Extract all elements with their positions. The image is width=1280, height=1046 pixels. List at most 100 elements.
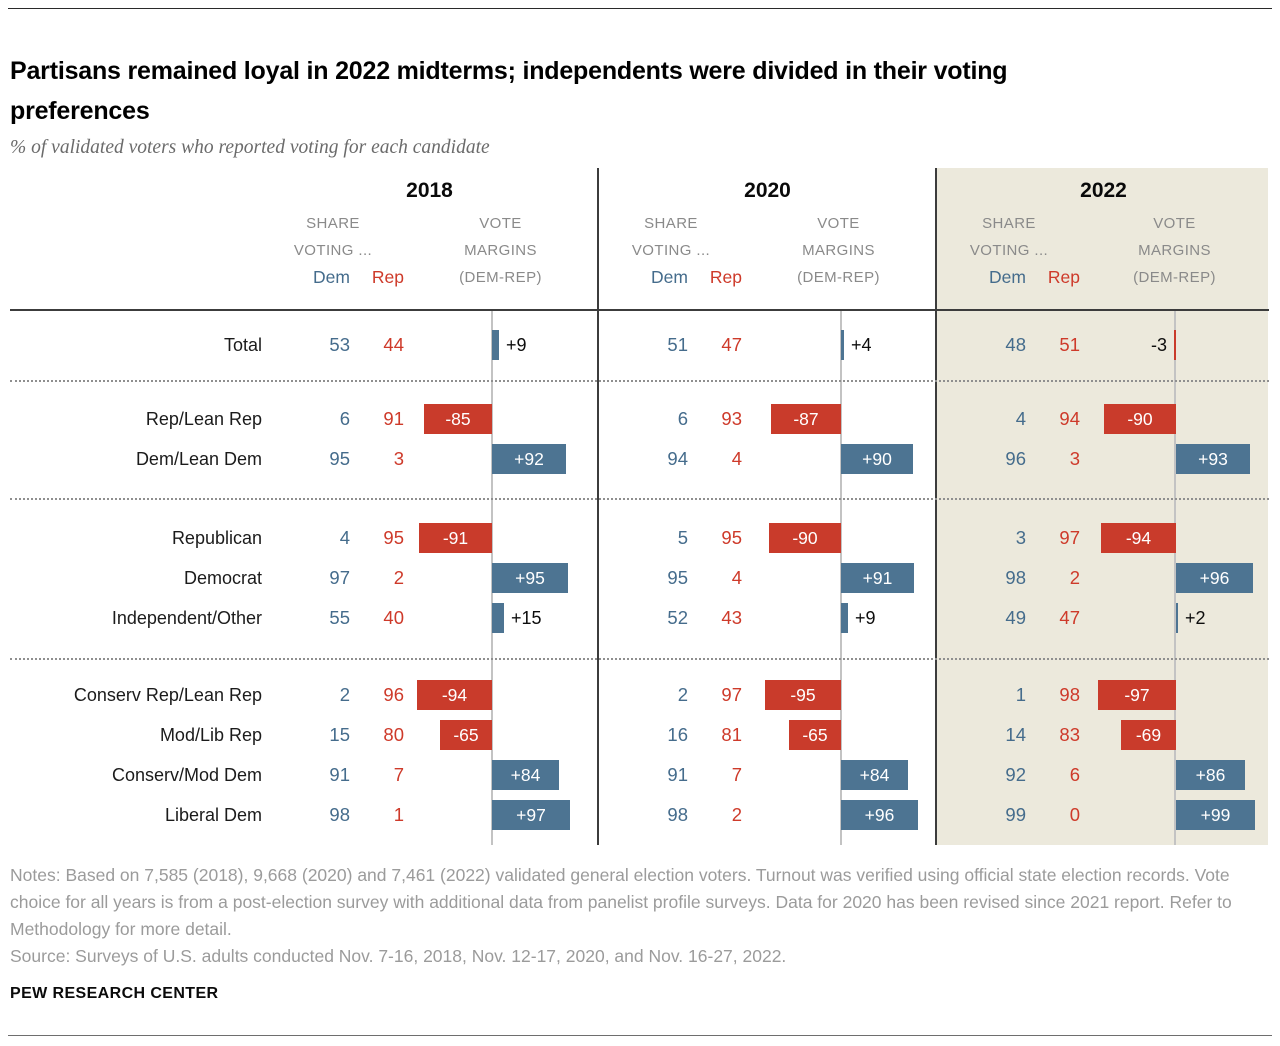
year-section-cells: 99 0 +99	[938, 795, 1269, 835]
year-section-cells: 6 91 -85	[262, 399, 597, 439]
share-line: VOTING ...	[969, 242, 1049, 259]
margin-value: -65	[453, 725, 479, 745]
margin-cell: -94	[404, 675, 597, 715]
row-label: Democrat	[183, 568, 262, 588]
margin-cell: +99	[1080, 795, 1269, 835]
margin-bar: -94	[1101, 523, 1176, 553]
vote-margins-header: VOTE MARGINS (DEM-REP)	[404, 210, 597, 291]
dem-share-value: 2	[339, 684, 350, 705]
year-section-cells: 96 3 +93	[938, 439, 1269, 479]
year-section-cells: 97 2 +95	[262, 558, 597, 598]
year-section-cells: 1 98 -97	[938, 675, 1269, 715]
margin-value: +2	[1185, 608, 1206, 628]
header-rule	[10, 309, 1269, 311]
rep-share-value: 97	[721, 684, 742, 705]
vote-line: VOTE	[1153, 215, 1196, 232]
year-section-cells: 14 83 -69	[938, 715, 1269, 755]
year-section-cells: 5 95 -90	[600, 518, 935, 558]
rep-share-value: 95	[721, 527, 742, 548]
rep-share-value: 44	[383, 334, 404, 355]
year-divider-1	[597, 168, 599, 845]
year-section-cells: 16 81 -65	[600, 715, 935, 755]
rep-share-value: 4	[731, 567, 742, 588]
margin-cell: -91	[404, 518, 597, 558]
margin-cell: +84	[742, 755, 935, 795]
vote-line: (DEM-REP)	[1133, 269, 1216, 286]
margin-value: -65	[802, 725, 828, 745]
year-label: 2020	[744, 179, 791, 202]
margin-cell: +84	[404, 755, 597, 795]
margin-value: +92	[514, 449, 544, 469]
rep-share-value: 51	[1059, 334, 1080, 355]
margin-bar	[1176, 603, 1178, 633]
margin-cell: +97	[404, 795, 597, 835]
table-row: Liberal Dem 98 1 +97 98 2 +96 99 0 +99	[10, 795, 1269, 835]
dem-share-value: 97	[329, 567, 350, 588]
margin-bar: +97	[492, 800, 570, 830]
vote-margins-header: VOTE MARGINS (DEM-REP)	[742, 210, 935, 291]
rep-share-value: 3	[1069, 448, 1080, 469]
year-label: 2018	[406, 179, 453, 202]
margin-value: +86	[1195, 765, 1226, 785]
margin-cell: +96	[1080, 558, 1269, 598]
margin-bar: +90	[841, 444, 913, 474]
margin-value: +97	[516, 805, 546, 825]
margin-bar: +86	[1176, 760, 1245, 790]
vote-line: (DEM-REP)	[797, 269, 880, 286]
margin-value: -97	[1124, 685, 1150, 705]
margin-value: -69	[1135, 725, 1162, 745]
margin-value: +4	[851, 335, 872, 355]
vote-line: VOTE	[817, 215, 860, 232]
rep-share-value: 95	[383, 527, 404, 548]
year-section-cells: 6 93 -87	[600, 399, 935, 439]
dem-share-value: 15	[329, 724, 350, 745]
table-row: Conserv Rep/Lean Rep 2 96 -94 2 97 -95 1…	[10, 675, 1269, 715]
year-header-2018: 2018 SHARE VOTING ... Dem Rep VOTE MARGI…	[262, 168, 597, 310]
dem-share-value: 98	[329, 804, 350, 825]
year-header-2020: 2020 SHARE VOTING ... Dem Rep VOTE MARGI…	[600, 168, 935, 310]
margin-cell: -94	[1080, 518, 1269, 558]
margin-value: +93	[1198, 449, 1228, 469]
year-section-cells: 3 97 -94	[938, 518, 1269, 558]
page-subtitle: % of validated voters who reported votin…	[10, 136, 490, 158]
year-divider-2	[935, 168, 937, 845]
margin-bar: +93	[1176, 444, 1250, 474]
margin-cell: -3	[1080, 325, 1269, 365]
page-title: Partisans remained loyal in 2022 midterm…	[10, 56, 1008, 125]
margin-bar: -97	[1098, 680, 1176, 710]
row-label: Rep/Lean Rep	[145, 409, 262, 429]
share-line: SHARE	[982, 215, 1036, 232]
row-label: Conserv/Mod Dem	[111, 765, 262, 785]
margin-cell: +95	[404, 558, 597, 598]
margin-bar: -85	[424, 404, 492, 434]
margin-bar: -65	[440, 720, 492, 750]
rep-share-value: 94	[1059, 408, 1080, 429]
rep-share-value: 7	[731, 764, 742, 785]
margin-value: -90	[1127, 409, 1153, 429]
rep-share-value: 43	[721, 607, 742, 628]
margin-value: -87	[793, 409, 819, 429]
dem-share-value: 99	[1005, 804, 1026, 825]
year-section-cells: 4 95 -91	[262, 518, 597, 558]
margin-cell: -97	[1080, 675, 1269, 715]
margin-bar: +96	[1176, 563, 1253, 593]
year-section-cells: 49 47 +2	[938, 598, 1269, 638]
share-voting-header: SHARE VOTING ... Dem Rep	[262, 210, 404, 291]
margin-cell: +92	[404, 439, 597, 479]
rep-share-value: 1	[393, 804, 404, 825]
margin-bar: +95	[492, 563, 568, 593]
margin-bar: -65	[789, 720, 841, 750]
share-voting-header: SHARE VOTING ... Dem Rep	[938, 210, 1080, 291]
margin-cell: +90	[742, 439, 935, 479]
row-group: Rep/Lean Rep 6 91 -85 6 93 -87 4 94 -90 …	[10, 380, 1269, 498]
dem-share-value: 5	[677, 527, 688, 548]
margin-cell: +93	[1080, 439, 1269, 479]
margin-bar: -90	[1104, 404, 1176, 434]
zero-axis-2022	[1174, 310, 1176, 845]
year-section-cells: 51 47 +4	[600, 325, 935, 365]
rep-share-value: 98	[1059, 684, 1080, 705]
table-row: Independent/Other 55 40 +15 52 43 +9 49 …	[10, 598, 1269, 638]
rep-share-value: 6	[1069, 764, 1080, 785]
margin-value: -91	[442, 528, 469, 548]
margin-bar: +96	[841, 800, 918, 830]
